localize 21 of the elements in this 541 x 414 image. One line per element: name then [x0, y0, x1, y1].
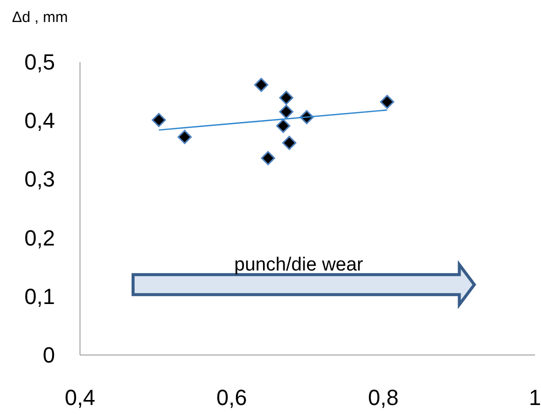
- annotation: punch/die wear: [234, 254, 364, 276]
- x-tick-label: 0,8: [368, 385, 399, 410]
- x-tick-label: 0,6: [216, 385, 247, 410]
- y-axis-title: Δd , mm: [12, 9, 68, 26]
- y-tick-label: 0,2: [24, 225, 55, 250]
- y-tick-label: 0: [42, 342, 55, 368]
- point: [282, 136, 296, 150]
- x-tick-label: 1: [528, 385, 541, 410]
- point: [260, 151, 276, 166]
- point: [279, 104, 294, 119]
- point: [254, 78, 268, 92]
- point: [152, 112, 166, 128]
- y-tick-label: 0,4: [24, 108, 55, 134]
- point: [279, 90, 294, 105]
- y-tick-label: 0,1: [24, 284, 55, 309]
- point: [276, 118, 290, 133]
- y-tick-label: 0,3: [24, 166, 55, 192]
- point: [178, 130, 192, 144]
- point: [380, 94, 394, 109]
- y-tick-label: 0,5: [24, 50, 55, 74]
- x-tick-label: 0,4: [64, 385, 96, 410]
